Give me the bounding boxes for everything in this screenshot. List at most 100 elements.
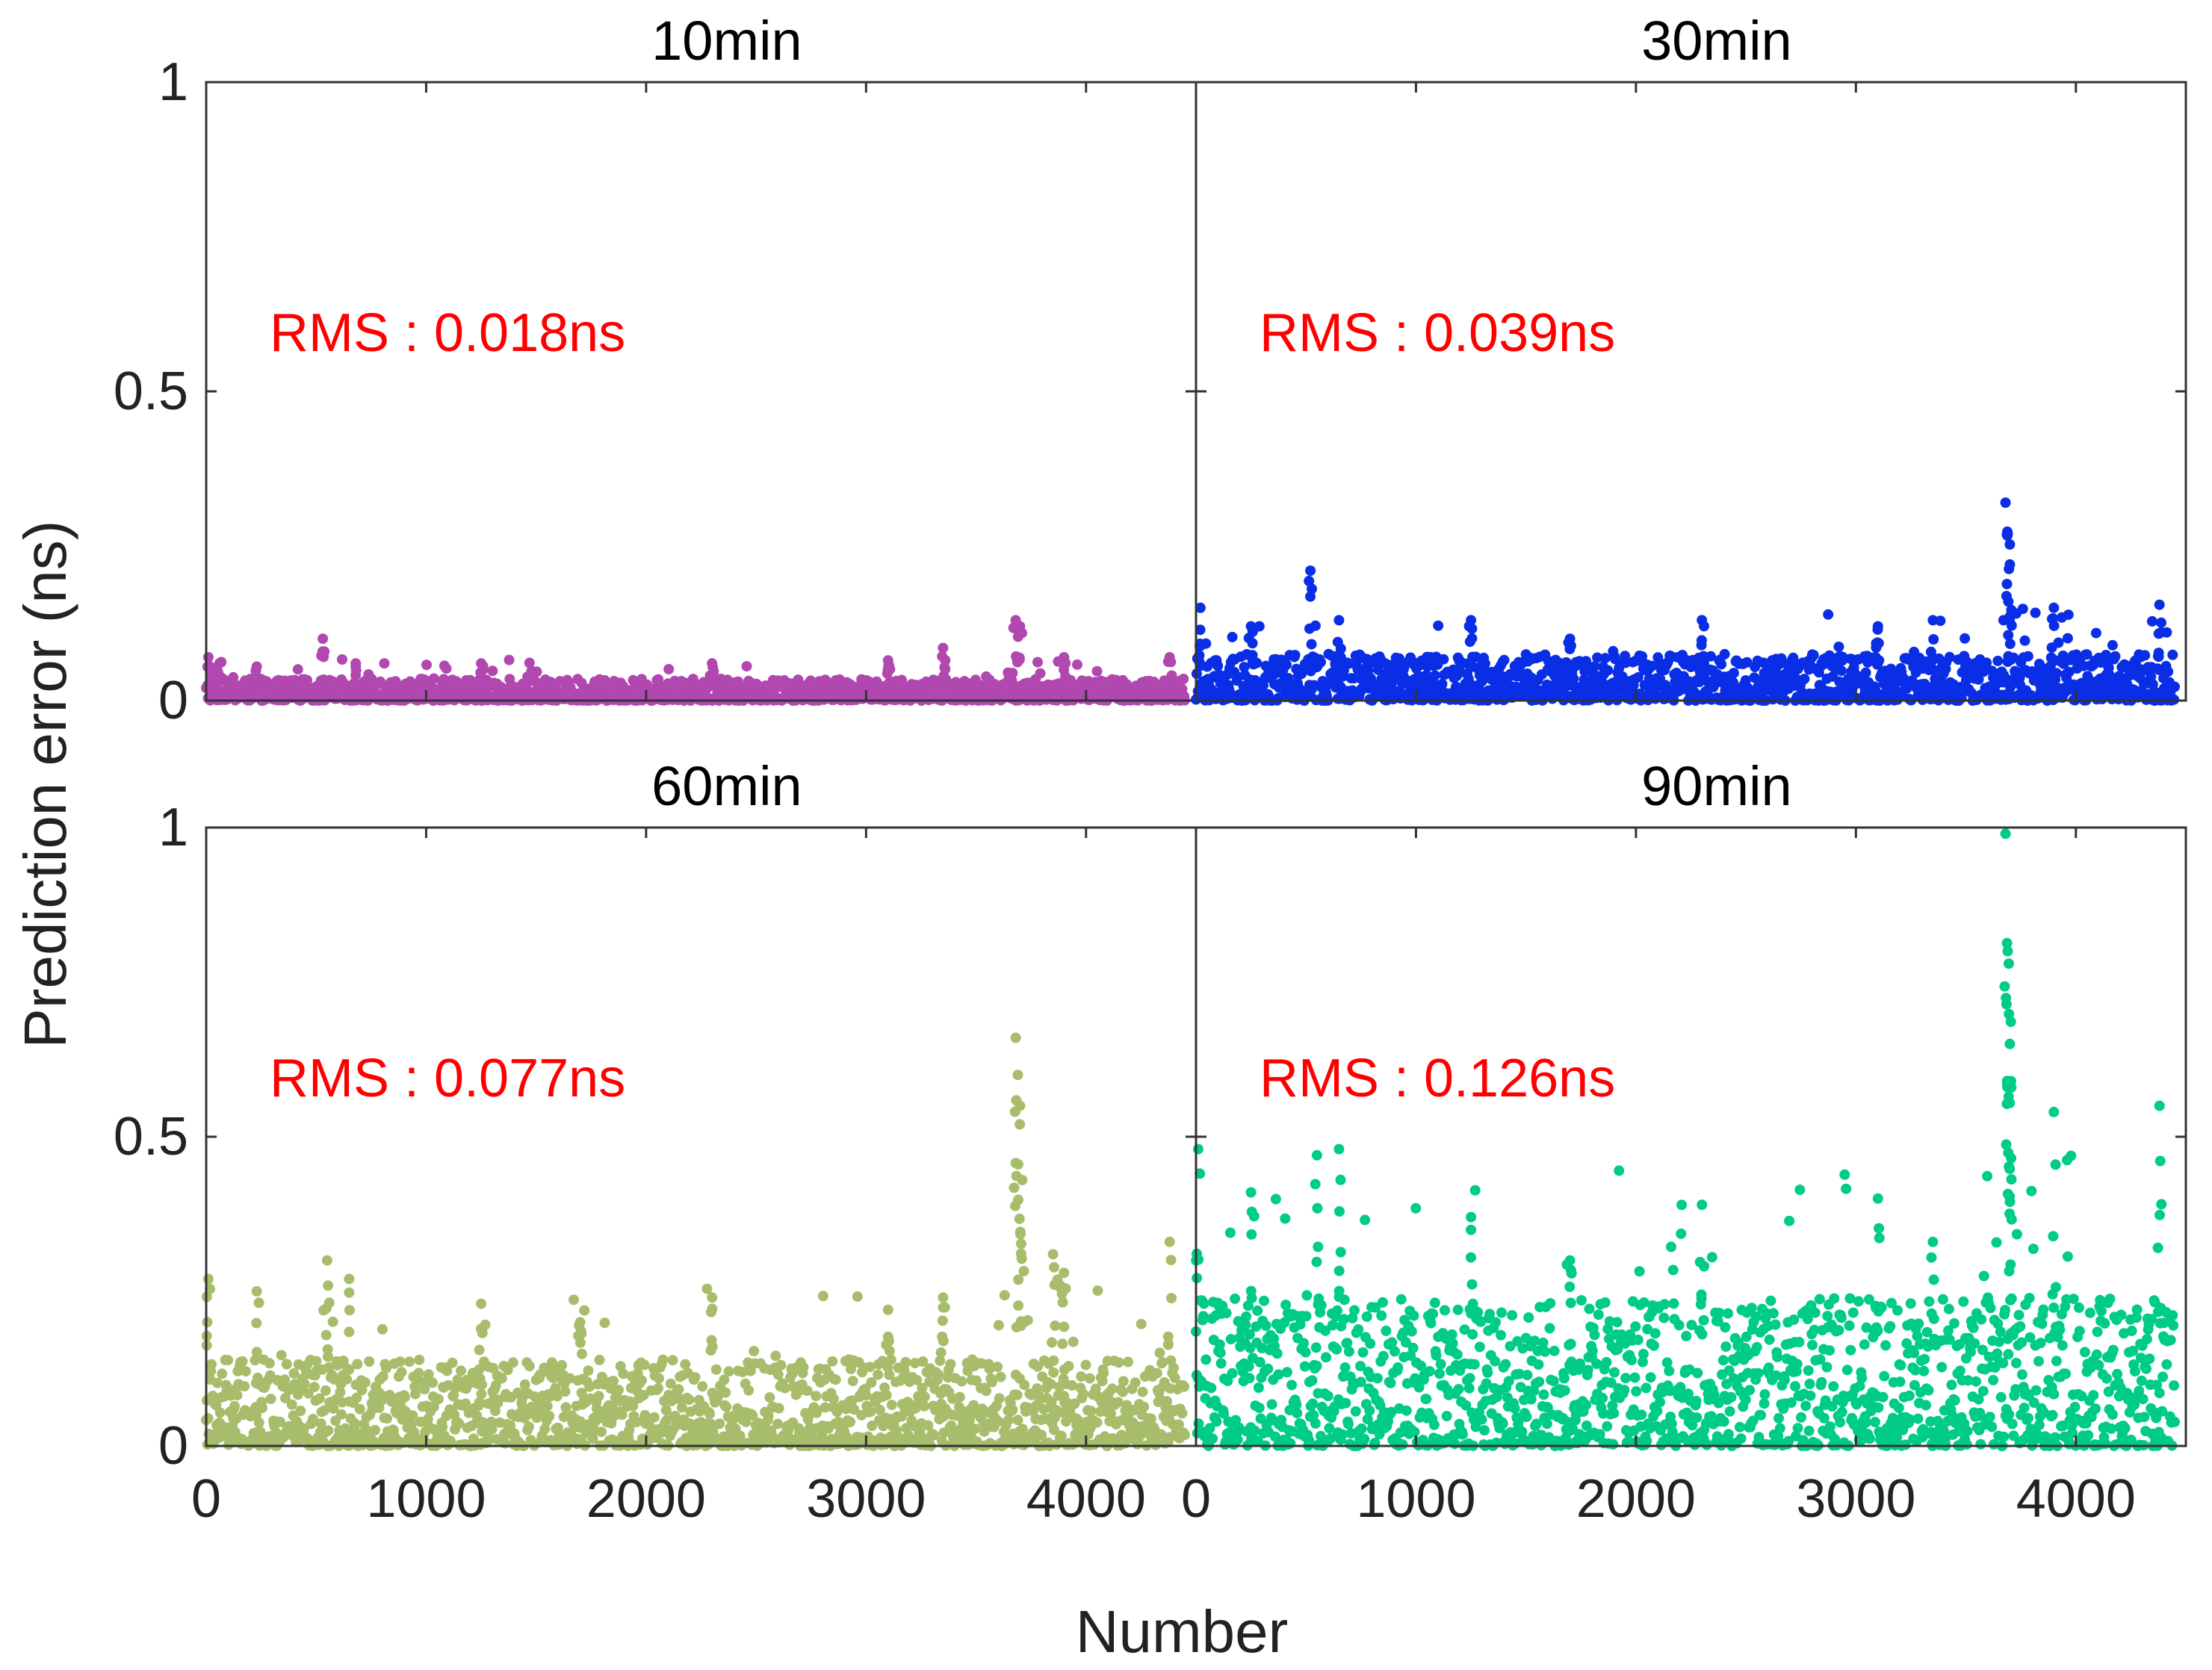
- data-point: [548, 1373, 559, 1384]
- data-point: [2146, 615, 2157, 627]
- data-point: [845, 1416, 856, 1427]
- data-point: [1206, 1382, 1217, 1394]
- data-point: [1343, 658, 1354, 669]
- data-point: [1157, 1356, 1168, 1368]
- spike-trail-point: [1012, 1159, 1023, 1170]
- spike-trail-point: [1243, 633, 1254, 644]
- data-point: [999, 1290, 1010, 1301]
- spike-trail-point: [1056, 1288, 1068, 1300]
- data-point: [1270, 1193, 1281, 1205]
- spike-trail-point: [2153, 651, 2164, 662]
- data-point: [1266, 1399, 1277, 1410]
- data-point: [1310, 1418, 1321, 1429]
- data-point: [328, 1403, 339, 1414]
- spike-point: [214, 658, 225, 669]
- data-point: [229, 1400, 240, 1412]
- data-point: [531, 666, 542, 677]
- data-point: [714, 1418, 725, 1430]
- data-point: [1113, 1357, 1124, 1368]
- spike-point: [344, 1273, 355, 1285]
- data-point: [579, 1305, 590, 1316]
- data-point: [1837, 651, 1848, 662]
- data-point: [337, 654, 347, 665]
- spike-point: [1195, 602, 1206, 613]
- data-point: [718, 1431, 729, 1442]
- data-point: [1215, 1347, 1226, 1359]
- data-point: [1130, 1377, 1141, 1388]
- spike-point: [251, 1286, 262, 1297]
- data-point: [1694, 677, 1705, 688]
- spike-trail-point: [1871, 638, 1882, 649]
- spike-trail-point: [1304, 623, 1315, 634]
- spike-point: [1017, 1175, 1028, 1185]
- data-point: [680, 1359, 691, 1370]
- data-point: [817, 1291, 828, 1302]
- data-point: [1300, 1347, 1311, 1358]
- spike-point: [2004, 559, 2016, 570]
- data-point: [873, 1369, 884, 1380]
- data-point: [639, 1359, 650, 1371]
- spike-trail-point: [350, 670, 362, 681]
- spike-point: [574, 1317, 586, 1328]
- data-point: [909, 1358, 920, 1369]
- data-point: [1230, 1293, 1241, 1304]
- data-point: [1270, 1431, 1280, 1442]
- data-point: [250, 1355, 261, 1366]
- data-point: [987, 1376, 997, 1388]
- data-point: [486, 1424, 498, 1435]
- data-point: [946, 1420, 957, 1431]
- spike-trail-point: [1015, 1238, 1026, 1250]
- data-point: [802, 1385, 813, 1397]
- spike-trail-point: [1698, 659, 1708, 671]
- spike-point: [2000, 497, 2011, 508]
- data-point: [1098, 1368, 1109, 1379]
- data-point: [1280, 1300, 1292, 1311]
- spike-trail-point: [1335, 661, 1345, 671]
- data-point: [749, 1346, 760, 1356]
- axes-frame: [205, 81, 1198, 702]
- data-point: [874, 1404, 885, 1415]
- spike-trail-point: [474, 1364, 485, 1375]
- data-point: [232, 1390, 243, 1401]
- spike-trail-point: [1166, 670, 1177, 681]
- data-point: [1080, 1359, 1091, 1371]
- data-point: [846, 1364, 856, 1374]
- data-point: [653, 1382, 664, 1394]
- data-point: [1007, 668, 1018, 679]
- spike-trail-point: [1166, 1293, 1177, 1304]
- data-point: [419, 1384, 430, 1394]
- data-point: [1045, 1379, 1056, 1390]
- spike-trail-point: [885, 664, 896, 674]
- spike-trail-point: [1332, 636, 1343, 648]
- spike-trail-point: [2006, 604, 2017, 615]
- data-point: [1085, 1406, 1097, 1417]
- data-point: [1327, 1320, 1338, 1331]
- spike-trail-point: [884, 1345, 895, 1356]
- data-point: [896, 1411, 907, 1422]
- data-point: [354, 1403, 365, 1415]
- axes-frame: [1195, 81, 2187, 702]
- y-tick-label: 0: [158, 671, 188, 730]
- spike-trail-point: [1163, 1338, 1174, 1350]
- x-tick-label: 0: [191, 1469, 221, 1529]
- data-point: [474, 1397, 485, 1408]
- x-tick-label: 4000: [1026, 1469, 1146, 1529]
- data-point: [1145, 1413, 1156, 1424]
- data-point: [1078, 1388, 1088, 1400]
- spike-point: [2048, 602, 2060, 613]
- spike-point: [2154, 599, 2165, 610]
- data-point: [1320, 1325, 1331, 1336]
- spike-trail-point: [882, 1362, 893, 1373]
- data-point: [596, 1427, 607, 1438]
- spike-trail-point: [1014, 654, 1025, 665]
- spike-trail-point: [1013, 1274, 1024, 1285]
- spike-point: [938, 1292, 949, 1303]
- data-point: [476, 1388, 487, 1400]
- data-point: [442, 1365, 453, 1376]
- spike-trail-point: [2004, 639, 2016, 649]
- spike-trail-point: [212, 666, 223, 677]
- spike-trail-point: [935, 1347, 947, 1358]
- data-point: [1298, 1338, 1309, 1349]
- data-point: [524, 1361, 535, 1372]
